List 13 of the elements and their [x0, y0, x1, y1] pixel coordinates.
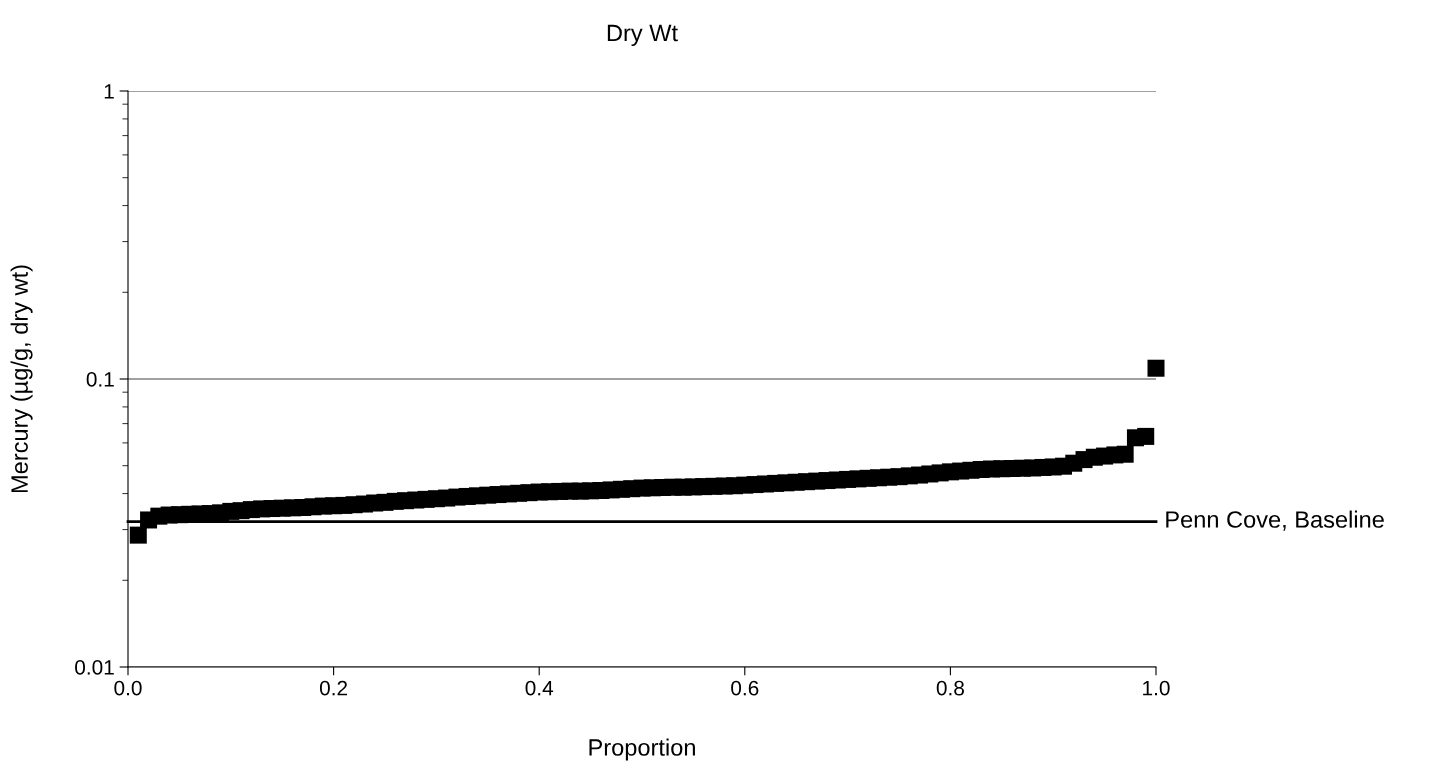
x-tick-label: 0.4 — [525, 680, 554, 696]
x-tick-label: 0.6 — [731, 680, 759, 696]
x-tick-label: 1.0 — [1143, 680, 1170, 696]
y-tick-label: 1 — [104, 84, 114, 99]
y-tick-label: 0.1 — [86, 372, 114, 387]
y-axis-title: Mercury (µg/g, dry wt) — [10, 265, 33, 493]
x-tick-label: 0.2 — [319, 680, 348, 696]
x-tick-label: 0.0 — [114, 680, 142, 696]
x-axis-title: Proportion — [589, 738, 695, 761]
ref-line-label: Penn Cove, Baseline — [1166, 510, 1384, 531]
chart-title: Dry Wt — [607, 24, 678, 46]
y-tick-label: 0.01 — [75, 660, 114, 675]
x-tick-label: 0.8 — [936, 680, 964, 696]
